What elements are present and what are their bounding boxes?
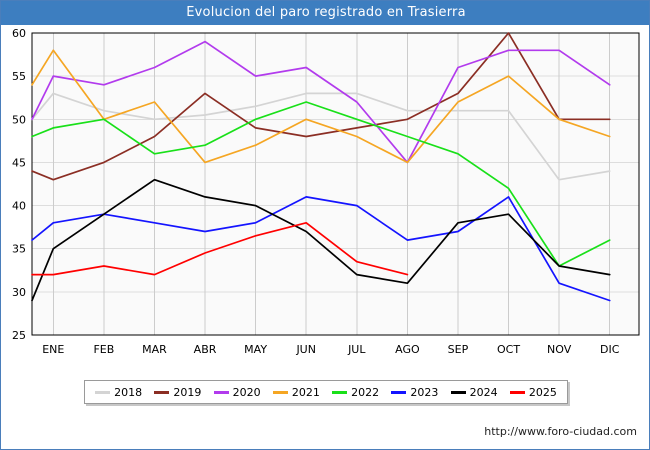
legend-item-2020[interactable]: 2020: [213, 385, 261, 399]
plot-frame: [31, 32, 640, 336]
legend-swatch-2024: [450, 390, 466, 394]
y-axis-tick-label: 35: [12, 243, 26, 256]
legend-item-2019[interactable]: 2019: [154, 386, 201, 399]
legend-swatch-2018: [95, 390, 111, 394]
chart-plot-area: 25 30 35 40 45 50 55 60 ENE FEB MAR ABR MAY JUN JUL AGO…: [1, 25, 649, 449]
y-axis-tick-label: 40: [12, 200, 26, 213]
legend-label-2021: 2021: [291, 385, 320, 399]
x-axis-tick-label-SEP: SEP: [448, 343, 469, 356]
series-line-2024: [31, 178, 611, 302]
series-line-2019: [31, 32, 611, 181]
legend-item-2021[interactable]: 2021: [272, 385, 320, 399]
x-axis-tick-label-OCT: OCT: [497, 343, 520, 356]
line-chart: 25 30 35 40 45 50 55 60 ENE FEB MAR ABR MAY JUN JUL AGO…: [12, 27, 640, 356]
y-axis-tick-label: 25: [12, 329, 26, 342]
series-line-2020: [31, 40, 611, 164]
legend-label-2018: 2018: [114, 385, 143, 399]
legend-label-2024: 2024: [469, 385, 498, 399]
legend-swatch-2025: [509, 390, 525, 394]
x-axis-tick-label-AGO: AGO: [395, 343, 420, 356]
legend-label-2020: 2020: [232, 385, 261, 399]
window-title: Evolucion del paro registrado en Trasier…: [1, 1, 649, 25]
legend-swatch-2023: [391, 390, 407, 394]
y-axis-tick-label: 30: [12, 286, 26, 299]
legend-item-2024[interactable]: 2024: [450, 385, 498, 399]
x-axis-tick-label-FEB: FEB: [93, 343, 114, 356]
legend-swatch-2021: [272, 390, 288, 394]
legend-item-2018[interactable]: 2018: [95, 386, 142, 399]
x-axis-tick-label-JUL: JUL: [347, 343, 366, 356]
legend-label-2022: 2022: [351, 385, 380, 399]
y-axis-tick-label: 60: [12, 27, 26, 40]
legend-swatch-2020: [213, 390, 229, 394]
x-axis-tick-label-ABR: ABR: [194, 343, 217, 356]
legend-item-2025[interactable]: 2025: [509, 385, 557, 399]
legend-item-2023[interactable]: 2023: [391, 386, 438, 399]
x-axis-tick-label-JUN: JUN: [295, 343, 316, 356]
legend-label-2023: 2023: [410, 385, 439, 399]
legend-label-2019: 2019: [173, 385, 202, 399]
x-axis-tick-label-ENE: ENE: [42, 343, 64, 356]
x-axis-tick-label-MAY: MAY: [244, 343, 267, 356]
series-line-2025: [31, 221, 409, 276]
y-axis-tick-label: 45: [12, 156, 26, 169]
y-axis-tick-label: 50: [12, 113, 26, 126]
series-line-2018: [31, 92, 611, 181]
chart-legend: 2018 2019 2020 2021 2022 2023 2024 2025: [84, 380, 568, 404]
x-axis-tick-label-NOV: NOV: [547, 343, 572, 356]
legend-swatch-2022: [332, 390, 348, 394]
y-axis-tick-label: 55: [12, 70, 26, 83]
x-axis-tick-label-MAR: MAR: [142, 343, 167, 356]
legend-swatch-2019: [154, 390, 170, 394]
x-axis-tick-label-DIC: DIC: [600, 343, 620, 356]
legend-item-2022[interactable]: 2022: [332, 386, 379, 399]
legend-label-2025: 2025: [528, 385, 557, 399]
series-line-2022: [31, 101, 611, 267]
watermark-url: http://www.foro-ciudad.com: [484, 425, 637, 438]
